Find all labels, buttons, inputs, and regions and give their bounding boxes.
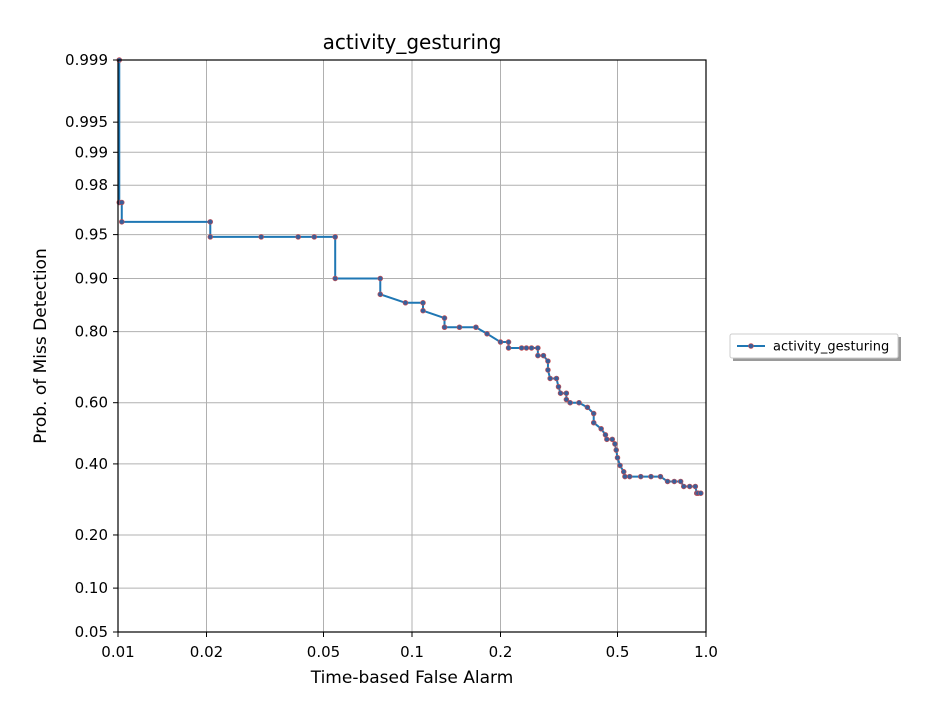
data-point (638, 473, 644, 480)
data-point (535, 345, 541, 351)
tick-labels: 0.01 0.02 0.05 0.1 0.2 0.5 1.0 0.05 0.10 0.20 0.40… (65, 51, 718, 661)
data-point (563, 390, 570, 396)
y-tick-label: 0.20 (75, 526, 108, 544)
y-tick-label: 0.99 (75, 143, 108, 161)
data-point (598, 426, 604, 432)
data-point (473, 324, 479, 331)
data-point (402, 300, 409, 306)
y-tick-label: 0.999 (65, 51, 108, 69)
data-point (545, 358, 551, 364)
y-tick-label: 0.60 (75, 394, 108, 412)
data-point (311, 234, 317, 240)
data-point (664, 478, 671, 485)
data-point (698, 490, 704, 496)
data-point (505, 345, 512, 351)
data-point (547, 375, 553, 382)
data-point (523, 345, 530, 351)
legend-marker (748, 343, 754, 349)
data-point (671, 478, 678, 485)
data-point (119, 199, 125, 206)
data-point (497, 339, 504, 345)
data-point (420, 300, 426, 306)
y-tick-label: 0.995 (65, 113, 108, 131)
data-point (567, 399, 573, 406)
y-axis-label: Prob. of Miss Detection (31, 248, 51, 443)
x-axis-label: Time-based False Alarm (310, 668, 514, 688)
data-point (686, 483, 693, 490)
y-tick-label: 0.40 (75, 455, 108, 473)
x-tick-label: 0.02 (190, 643, 223, 661)
chart-title: activity_gesturing (323, 30, 502, 54)
data-point (518, 345, 525, 351)
y-tick-label: 0.90 (75, 269, 108, 287)
data-point (258, 234, 264, 240)
data-point (332, 275, 338, 282)
legend-label: activity_gesturing (773, 340, 889, 355)
data-point (553, 375, 560, 382)
data-point (295, 234, 301, 240)
data-point (557, 390, 564, 396)
data-point (620, 469, 627, 475)
legend: activity_gesturing (729, 333, 901, 361)
x-tick-label: 0.01 (101, 643, 134, 661)
data-point (332, 234, 338, 240)
data-point (576, 399, 582, 406)
data-point (563, 396, 570, 403)
y-tick-label: 0.05 (75, 623, 108, 641)
data-point (377, 275, 384, 282)
y-tick-label: 0.95 (75, 226, 108, 244)
x-tick-label: 0.2 (489, 643, 513, 661)
data-point (680, 483, 687, 490)
data-point (602, 432, 609, 438)
data-point (456, 324, 463, 331)
data-point (622, 473, 628, 480)
data-point (677, 478, 684, 485)
data-point (545, 367, 551, 373)
data-point (441, 315, 448, 321)
data-point (540, 352, 547, 359)
y-tick-label: 0.80 (75, 323, 108, 341)
y-tick-label: 0.10 (75, 579, 108, 597)
x-tick-label: 1.0 (694, 643, 718, 661)
data-point (648, 473, 654, 480)
data-point (420, 307, 426, 314)
data-point (614, 454, 621, 461)
data-point (441, 324, 448, 331)
grid (117, 59, 707, 633)
data-point (613, 447, 619, 453)
data-point (119, 219, 125, 225)
x-tick-label: 0.1 (400, 643, 424, 661)
data-point (612, 441, 618, 447)
data-point (505, 339, 512, 345)
data-point (609, 436, 616, 443)
data-point (535, 352, 541, 359)
data-point (484, 331, 490, 337)
data-point (207, 219, 214, 225)
data-point (207, 234, 214, 240)
data-point (657, 473, 664, 480)
data-point (528, 345, 535, 351)
data-point (590, 419, 597, 426)
data-point (626, 473, 633, 480)
data-point (692, 483, 699, 490)
y-tick-label: 0.98 (75, 176, 108, 194)
data-point (590, 410, 597, 417)
data-point (584, 404, 591, 411)
legend-box (729, 333, 899, 359)
x-tick-label: 0.5 (606, 643, 630, 661)
data-point (377, 291, 384, 298)
data-point (604, 436, 610, 443)
x-tick-label: 0.05 (307, 643, 340, 661)
data-point (555, 384, 562, 390)
data-point (617, 462, 623, 469)
series-layer (116, 57, 704, 496)
